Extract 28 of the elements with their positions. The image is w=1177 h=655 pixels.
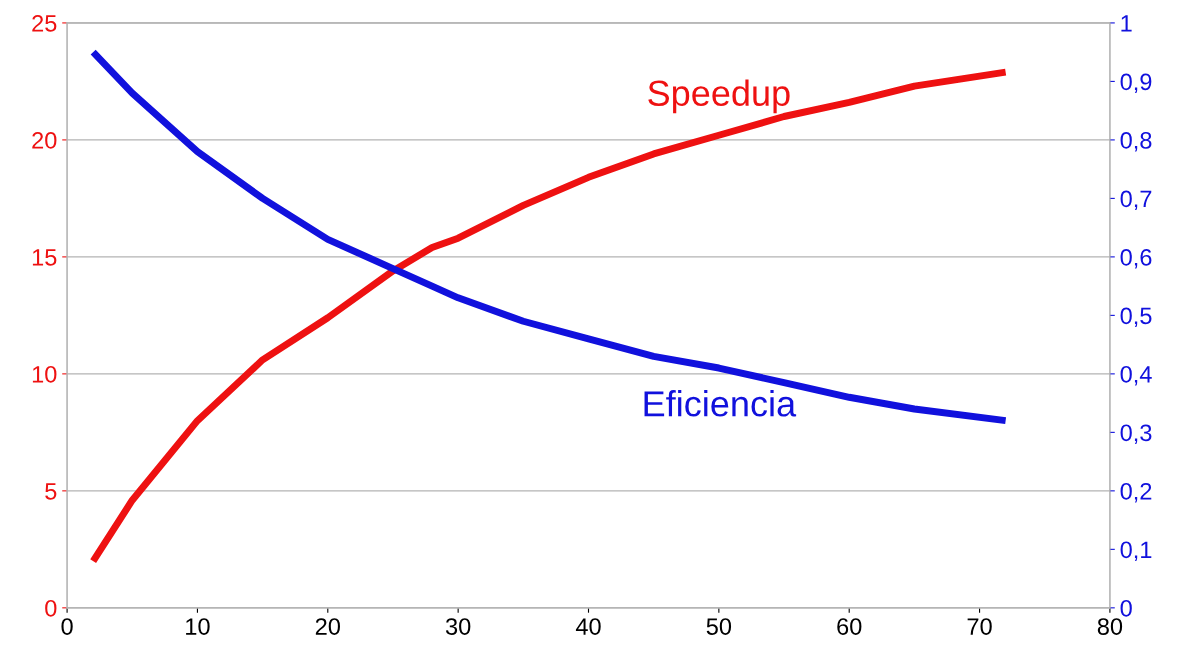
- y2-tick-label: 0,7: [1120, 190, 1152, 210]
- x-tick-label: 80: [1097, 618, 1123, 635]
- x-tick-label: 50: [706, 618, 732, 635]
- y2-tick-label: 0,4: [1120, 365, 1152, 386]
- x-tick-label: 10: [186, 618, 210, 635]
- y2-tick-label: 0,5: [1120, 307, 1152, 327]
- y-tick-label: 10: [32, 365, 57, 383]
- series-label: Speedup: [648, 79, 790, 114]
- y2-tick-label: 0,9: [1120, 73, 1152, 93]
- x-tick-label: 40: [575, 618, 601, 635]
- y2-tick-label: 0,3: [1120, 424, 1152, 444]
- x-tick-label: 70: [967, 618, 992, 635]
- y-tick-label: 20: [32, 131, 57, 149]
- y-tick-label: 0: [45, 599, 57, 617]
- x-tick-label: 60: [837, 618, 862, 635]
- y-tick-label: 15: [32, 249, 57, 266]
- series-label: Eficiencia: [644, 390, 797, 417]
- y-tick-label: 5: [45, 483, 57, 500]
- y2-tick-label: 0: [1120, 599, 1132, 617]
- y2-tick-label: 0,2: [1120, 482, 1152, 503]
- y-tick-label: 25: [32, 14, 57, 32]
- x-tick-label: 0: [61, 618, 73, 635]
- x-tick-label: 30: [445, 618, 471, 635]
- y2-tick-label: 1: [1121, 15, 1132, 32]
- y2-tick-label: 0,6: [1120, 248, 1152, 269]
- y2-tick-label: 0,8: [1120, 131, 1152, 152]
- y2-tick-label: 0,1: [1120, 541, 1152, 561]
- x-tick-label: 20: [315, 618, 340, 635]
